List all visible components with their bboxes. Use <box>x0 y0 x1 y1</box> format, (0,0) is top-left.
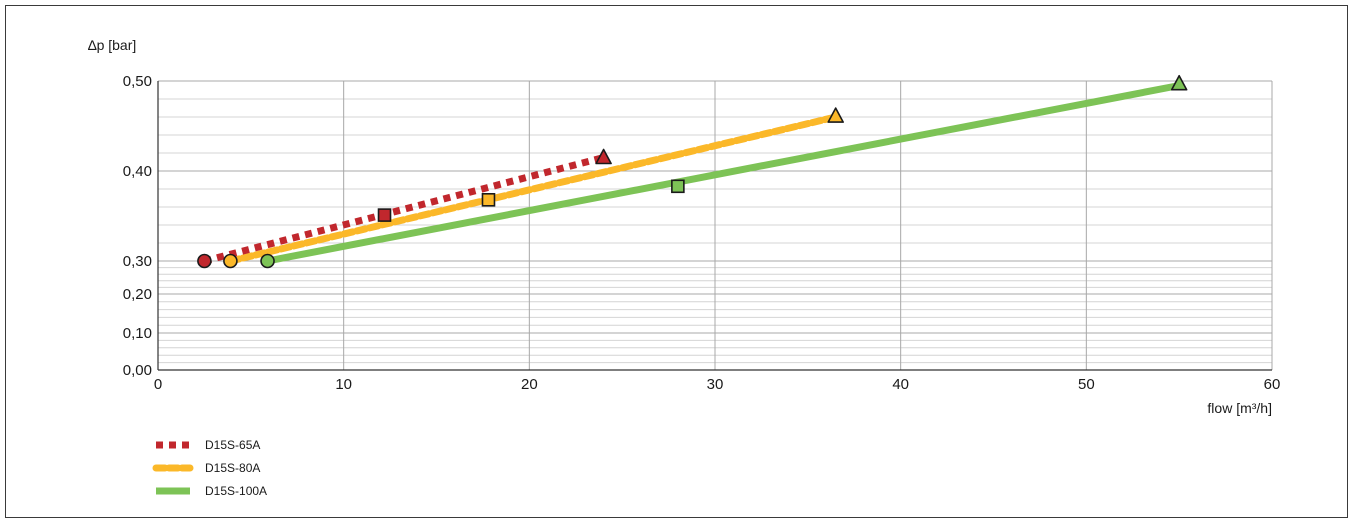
legend-label-d15s-65a: D15S-65A <box>205 438 260 452</box>
x-tick-label: 10 <box>335 376 352 393</box>
y-tick-label: 0,30 <box>123 253 152 270</box>
axes: 0,00 0,10 0,20 0,30 0,40 0,50 0 10 20 30 40 50 60 <box>123 73 1281 393</box>
x-axis-label: flow [m³/h] <box>1207 400 1272 416</box>
series-line-d15s-100a <box>266 82 1180 265</box>
series-line-d15s-80a <box>226 113 840 265</box>
d15s-65a-triangle-marker <box>595 148 612 165</box>
x-tick-label: 20 <box>521 376 538 393</box>
d15s-65a-circle-marker <box>197 253 212 269</box>
d15s-80a-triangle-marker <box>827 107 844 123</box>
x-tick-label: 0 <box>154 376 162 393</box>
d15s-80a-circle-marker <box>223 253 238 269</box>
x-tick-label: 30 <box>707 376 724 393</box>
x-tick-label: 40 <box>892 376 909 393</box>
legend-label-d15s-100a: D15S-100A <box>205 484 267 498</box>
d15s-100a-square-marker <box>671 179 685 194</box>
d15s-65a-square-marker <box>377 208 392 222</box>
y-tick-label: 0,00 <box>123 362 152 379</box>
grid <box>158 80 1273 371</box>
d15s-100a-circle-marker <box>260 253 275 269</box>
d15s-80a-square-marker <box>481 193 496 207</box>
legend: D15S-65A D15S-80A D15S-100A <box>152 438 267 498</box>
y-tick-label: 0,10 <box>123 325 152 342</box>
d15s-100a-triangle-marker <box>1170 74 1188 91</box>
series-line-d15s-65a <box>203 154 605 265</box>
y-tick-label: 0,20 <box>123 286 152 303</box>
legend-label-d15s-80a: D15S-80A <box>205 461 260 475</box>
y-tick-label: 0,40 <box>123 163 152 180</box>
y-axis-label: ∆p [bar] <box>88 37 136 53</box>
x-tick-label: 60 <box>1264 376 1281 393</box>
series-lines <box>203 82 1180 265</box>
series-markers <box>197 74 1188 269</box>
y-tick-label: 0,50 <box>123 73 152 90</box>
x-tick-label: 50 <box>1078 376 1095 393</box>
